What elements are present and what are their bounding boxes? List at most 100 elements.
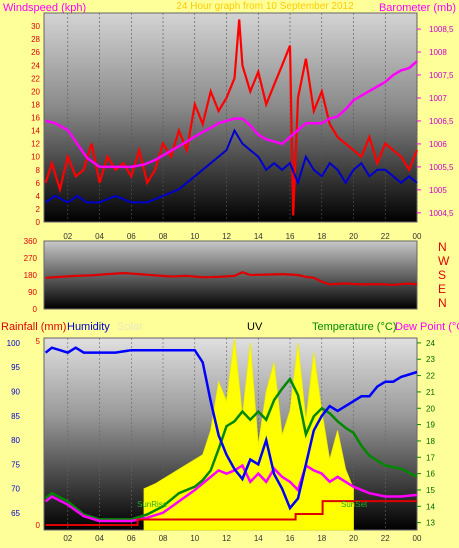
- windspeed-tick: 26: [31, 48, 40, 57]
- climate-panel-x-tick: 10: [190, 534, 199, 543]
- humidity-tick: 65: [11, 509, 20, 518]
- barometer-tick: 1008: [429, 48, 447, 57]
- climate-panel-x-tick: 02: [63, 534, 72, 543]
- climate-panel-x-tick: 08: [159, 534, 168, 543]
- barometer-series-line: [45, 60, 418, 169]
- barometer-tick: 1005: [429, 186, 447, 195]
- temperature-tick: 24: [426, 339, 435, 348]
- wind-panel-x-tick: 20: [349, 232, 358, 241]
- direction-tick: 180: [24, 271, 38, 280]
- wind-panel-time-axis: 02 04 06 08 10 12 14 16 18 20 22 00: [63, 232, 422, 241]
- wind-panel-x-tick: 14: [254, 232, 263, 241]
- wind-panel-x-tick: 18: [317, 232, 326, 241]
- barometer-tick: 1004,5: [429, 209, 454, 218]
- temperature-tick: 17: [426, 453, 435, 462]
- climate-panel-x-tick: 16: [286, 534, 295, 543]
- temperature-tick: 18: [426, 437, 435, 446]
- humidity-series-line: [44, 346, 418, 511]
- direction-letter-north-top: N: [438, 240, 447, 254]
- humidity-tick: 95: [11, 363, 20, 372]
- direction-letter-west: W: [438, 254, 450, 268]
- humidity-tick: 75: [11, 460, 20, 469]
- temperature-tick: 20: [426, 404, 435, 413]
- windspeed-series-line: [44, 19, 419, 216]
- rainfall-tick: 5: [36, 337, 41, 346]
- windspeed-tick: 28: [31, 35, 40, 44]
- windspeed-tick: 24: [31, 61, 40, 70]
- wind-panel-x-tick: 22: [381, 232, 390, 241]
- humidity-tick: 100: [7, 339, 21, 348]
- temperature-tick: 21: [426, 388, 435, 397]
- temperature-axis: 13 14 15 16 17 18 19 20 21 22 23 24: [417, 339, 435, 528]
- dewpoint-series-line: [44, 463, 418, 523]
- wind-panel-x-tick: 08: [159, 232, 168, 241]
- climate-panel-x-tick: 18: [317, 534, 326, 543]
- humidity-tick: 90: [11, 387, 20, 396]
- temperature-tick: 23: [426, 355, 435, 364]
- dewpoint-legend-label: Dew Point (°C: [395, 321, 459, 333]
- windspeed-tick: 16: [31, 114, 40, 123]
- temperature-legend-label: Temperature (°C): [312, 321, 396, 333]
- wind-panel-x-tick: 10: [190, 232, 199, 241]
- sunset-annotation: SunSet: [341, 500, 368, 509]
- windspeed-tick: 4: [36, 192, 41, 201]
- uv-legend-label: UV: [247, 321, 263, 333]
- wind-panel-x-tick: 06: [127, 232, 136, 241]
- temperature-tick: 13: [426, 519, 435, 528]
- wind-panel-x-tick: 16: [286, 232, 295, 241]
- climate-panel-x-tick: 22: [381, 534, 390, 543]
- barometer-tick: 1008,5: [429, 25, 454, 34]
- windspeed-tick: 20: [31, 87, 40, 96]
- humidity-axis: 65 70 75 80 85 90 95 100: [7, 339, 21, 518]
- humidity-legend-label: Humidity: [67, 321, 110, 333]
- humidity-tick: 80: [11, 436, 20, 445]
- windspeed-tick: 8: [36, 166, 41, 175]
- wind-panel-x-tick: 04: [95, 232, 104, 241]
- average-windspeed-series-line: [45, 128, 418, 204]
- wind-panel-x-tick: 00: [413, 232, 422, 241]
- direction-tick: 0: [33, 305, 38, 314]
- direction-letter-south: S: [438, 268, 446, 282]
- wind-panel-x-tick: 02: [63, 232, 72, 241]
- humidity-tick: 70: [11, 485, 20, 494]
- temperature-series-line: [44, 376, 418, 521]
- rainfall-legend-label: Rainfall (mm): [1, 321, 66, 333]
- direction-axis: 360 270 180 90 0: [24, 237, 38, 314]
- wind-panel-x-tick: 12: [222, 232, 231, 241]
- barometer-tick: 1006: [429, 140, 447, 149]
- climate-panel-x-tick: 14: [254, 534, 263, 543]
- direction-letter-north-bottom: N: [438, 296, 447, 310]
- windspeed-tick: 18: [31, 100, 40, 109]
- windspeed-tick: 6: [36, 179, 41, 188]
- solar-legend-label: Solar: [117, 321, 143, 333]
- climate-panel-x-tick: 04: [95, 534, 104, 543]
- climate-panel-x-tick: 00: [413, 534, 422, 543]
- direction-tick: 360: [24, 237, 38, 246]
- direction-tick: 90: [28, 288, 37, 297]
- direction-letter-east: E: [438, 282, 446, 296]
- windspeed-tick: 12: [31, 140, 40, 149]
- temperature-tick: 15: [426, 486, 435, 495]
- temperature-tick: 14: [426, 502, 435, 511]
- barometer-tick: 1005,5: [429, 163, 454, 172]
- climate-panel-x-tick: 12: [222, 534, 231, 543]
- graph-title: 24 Hour graph from 10 September 2012: [176, 1, 354, 12]
- climate-panel-time-axis: 02 04 06 08 10 12 14 16 18 20 22 00: [63, 534, 422, 543]
- windspeed-tick: 0: [36, 218, 41, 227]
- windspeed-tick: 22: [31, 74, 40, 83]
- climate-panel-x-tick: 06: [127, 534, 136, 543]
- barometer-axis: 1004,5 1005 1005,5 1006 1006,5 1007 1007,5 1008…: [417, 25, 454, 218]
- windspeed-tick: 30: [31, 22, 40, 31]
- climate-panel-x-tick: 20: [349, 534, 358, 543]
- rainfall-axis: 05: [36, 337, 41, 530]
- barometer-tick: 1007: [429, 94, 447, 103]
- temperature-tick: 22: [426, 372, 435, 381]
- windspeed-tick: 14: [31, 127, 40, 136]
- direction-tick: 270: [24, 254, 38, 263]
- windspeed-tick: 10: [31, 153, 40, 162]
- sunrise-annotation: SunRise: [137, 500, 168, 509]
- barometer-tick: 1006,5: [429, 117, 454, 126]
